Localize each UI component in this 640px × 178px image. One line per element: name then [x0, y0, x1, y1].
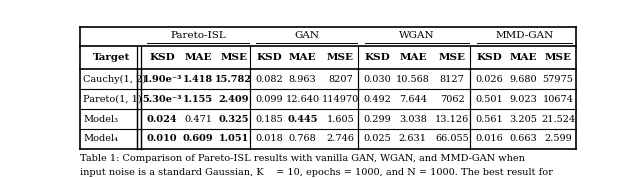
Text: 1.418: 1.418: [183, 75, 213, 84]
Text: 0.025: 0.025: [364, 134, 392, 143]
Text: KSD: KSD: [365, 53, 390, 62]
Text: 12.640: 12.640: [285, 95, 320, 104]
Text: 7.644: 7.644: [399, 95, 427, 104]
Text: Pareto(1, 1): Pareto(1, 1): [83, 95, 141, 104]
Text: Cauchy(1, 2): Cauchy(1, 2): [83, 75, 146, 84]
Text: 57975: 57975: [543, 75, 573, 84]
Text: 1.155: 1.155: [183, 95, 213, 104]
Text: 0.299: 0.299: [364, 114, 392, 124]
Text: 1.90e⁻³: 1.90e⁻³: [143, 75, 182, 84]
Text: MSE: MSE: [545, 53, 572, 62]
Text: 0.082: 0.082: [255, 75, 283, 84]
Text: 0.185: 0.185: [255, 114, 283, 124]
Text: 8.963: 8.963: [289, 75, 317, 84]
Text: 10674: 10674: [543, 95, 573, 104]
Text: MAE: MAE: [399, 53, 427, 62]
Text: Pareto-ISL: Pareto-ISL: [170, 31, 226, 40]
Text: 114970: 114970: [322, 95, 359, 104]
Text: 13.126: 13.126: [435, 114, 469, 124]
Text: Table 1: Comparison of Pareto-ISL results with vanilla GAN, WGAN, and MMD-GAN wh: Table 1: Comparison of Pareto-ISL result…: [80, 154, 525, 163]
Text: 2.631: 2.631: [399, 134, 427, 143]
Text: 1.605: 1.605: [326, 114, 355, 124]
Text: 9.680: 9.680: [509, 75, 537, 84]
Text: 21.524: 21.524: [541, 114, 575, 124]
Text: 0.445: 0.445: [287, 114, 318, 124]
Text: 0.768: 0.768: [289, 134, 317, 143]
Text: 10.568: 10.568: [396, 75, 430, 84]
Text: 3.205: 3.205: [509, 114, 537, 124]
Text: MAE: MAE: [289, 53, 316, 62]
Text: 7062: 7062: [440, 95, 465, 104]
Text: MAE: MAE: [509, 53, 537, 62]
Text: 2.746: 2.746: [326, 134, 355, 143]
Text: 0.663: 0.663: [509, 134, 537, 143]
Text: 8127: 8127: [440, 75, 465, 84]
Text: 1.051: 1.051: [219, 134, 249, 143]
Text: 0.016: 0.016: [476, 134, 503, 143]
Text: MSE: MSE: [327, 53, 354, 62]
Text: 9.023: 9.023: [509, 95, 537, 104]
Text: 0.030: 0.030: [364, 75, 392, 84]
Text: KSD: KSD: [477, 53, 502, 62]
Text: 0.501: 0.501: [476, 95, 503, 104]
Text: 3.038: 3.038: [399, 114, 427, 124]
Text: Model₄: Model₄: [83, 134, 118, 143]
Text: 0.561: 0.561: [476, 114, 503, 124]
Text: KSD: KSD: [256, 53, 282, 62]
Text: MSE: MSE: [439, 53, 466, 62]
Text: 0.010: 0.010: [147, 134, 177, 143]
Text: 0.471: 0.471: [184, 114, 212, 124]
Text: Target: Target: [93, 53, 131, 62]
Text: 8207: 8207: [328, 75, 353, 84]
Text: 66.055: 66.055: [435, 134, 469, 143]
Text: MMD-GAN: MMD-GAN: [495, 31, 554, 40]
Text: MAE: MAE: [184, 53, 212, 62]
Text: 0.026: 0.026: [476, 75, 503, 84]
Text: MSE: MSE: [220, 53, 247, 62]
Text: input noise is a standard Gaussian, K    = 10, epochs = 1000, and N = 1000. The : input noise is a standard Gaussian, K = …: [80, 168, 553, 177]
Text: 2.599: 2.599: [544, 134, 572, 143]
Text: 0.018: 0.018: [255, 134, 283, 143]
Text: WGAN: WGAN: [399, 31, 435, 40]
Text: GAN: GAN: [294, 31, 319, 40]
Text: 0.325: 0.325: [218, 114, 249, 124]
Text: 15.782: 15.782: [215, 75, 252, 84]
Text: 0.024: 0.024: [147, 114, 177, 124]
Text: 0.492: 0.492: [364, 95, 392, 104]
Text: 5.30e⁻³: 5.30e⁻³: [142, 95, 182, 104]
Text: 0.099: 0.099: [255, 95, 283, 104]
Text: 0.609: 0.609: [182, 134, 213, 143]
Text: Model₃: Model₃: [83, 114, 118, 124]
Text: 2.409: 2.409: [218, 95, 249, 104]
Text: KSD: KSD: [149, 53, 175, 62]
